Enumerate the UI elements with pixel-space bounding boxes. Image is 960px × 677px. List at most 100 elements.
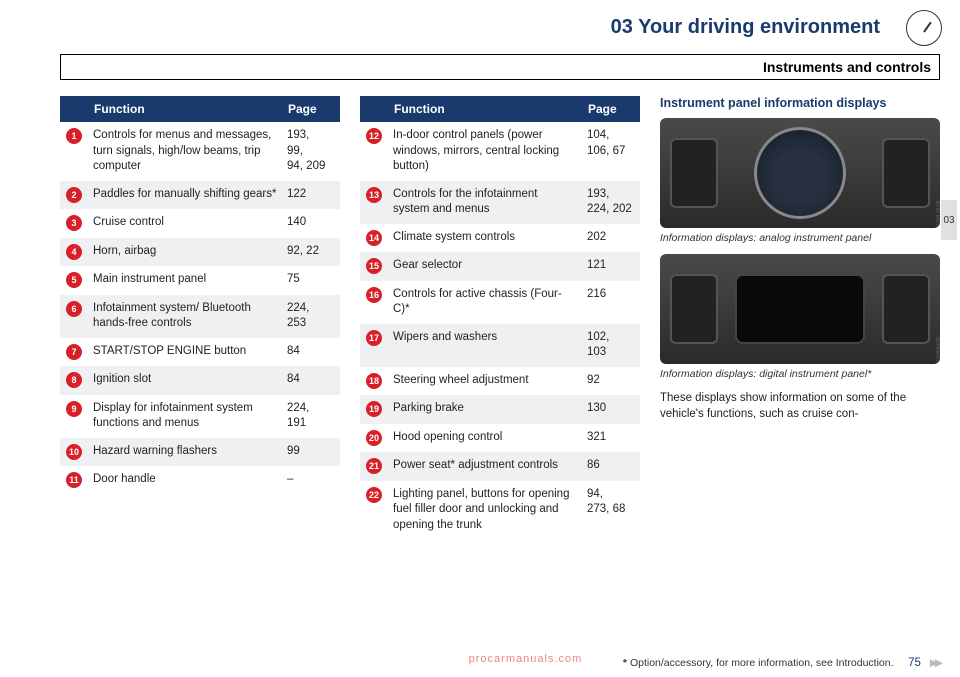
table-row: 4 Horn, airbag92, 22 (60, 238, 340, 267)
function-table-2: Function Page 12 In-door control panels (… (360, 96, 640, 539)
digital-display (735, 274, 865, 344)
function-cell: In-door control panels (power windows, m… (388, 122, 582, 181)
page-cell: 84 (282, 338, 340, 367)
page-cell: 75 (282, 266, 340, 295)
number-bullet: 4 (66, 244, 82, 260)
function-cell: Hazard warning flashers (88, 438, 282, 467)
page-cell: 121 (582, 252, 640, 281)
page-cell: 202 (582, 224, 640, 253)
section-box: Instruments and controls (60, 54, 940, 80)
page-cell: 92, 22 (282, 238, 340, 267)
page-cell: 224, 253 (282, 295, 340, 338)
page-cell: 99 (282, 438, 340, 467)
table-row: 5Main instrument panel75 (60, 266, 340, 295)
number-bullet: 17 (366, 330, 382, 346)
function-cell: Lighting panel, buttons for opening fuel… (388, 481, 582, 540)
function-cell: Gear selector (388, 252, 582, 281)
analog-right-pod (882, 138, 930, 208)
table-row: 9Display for infotainment system functio… (60, 395, 340, 438)
function-cell: Display for infotainment system function… (88, 395, 282, 438)
row-number-cell: 22 (360, 481, 388, 540)
row-number-cell: 20 (360, 424, 388, 453)
table-row: 12 In-door control panels (power windows,… (360, 122, 640, 181)
row-number-cell: 4 (60, 238, 88, 267)
page-cell: 216 (582, 281, 640, 324)
function-cell: Hood opening control (388, 424, 582, 453)
col-right: Instrument panel information displays G0… (660, 96, 940, 637)
col-left: Function Page 1Controls for menus and me… (60, 96, 340, 637)
table-row: 3Cruise control140 (60, 209, 340, 238)
section-title: Instruments and controls (763, 59, 931, 75)
number-bullet: 22 (366, 487, 382, 503)
th-blank (60, 96, 88, 122)
number-bullet: 7 (66, 344, 82, 360)
row-number-cell: 8 (60, 366, 88, 395)
function-cell: Paddles for manually shifting gears* (88, 181, 282, 210)
row-number-cell: 11 (60, 466, 88, 495)
th-function: Function (88, 96, 282, 122)
row-number-cell: 14 (360, 224, 388, 253)
table-row: 13Controls for the infotainment system a… (360, 181, 640, 224)
row-number-cell: 21 (360, 452, 388, 481)
th-blank (360, 96, 388, 122)
row-number-cell: 7 (60, 338, 88, 367)
analog-panel-image: G047979 (660, 118, 940, 228)
page-cell: 86 (582, 452, 640, 481)
table-row: 8 Ignition slot84 (60, 366, 340, 395)
function-cell: Horn, airbag (88, 238, 282, 267)
number-bullet: 21 (366, 458, 382, 474)
row-number-cell: 6 (60, 295, 88, 338)
function-cell: Steering wheel adjustment (388, 367, 582, 396)
table-row: 17 Wipers and washers102, 103 (360, 324, 640, 367)
digital-left-pod (670, 274, 718, 344)
page-cell: 122 (282, 181, 340, 210)
page: 03 Your driving environment Instruments … (0, 0, 960, 677)
table-row: 2 Paddles for manually shifting gears*122 (60, 181, 340, 210)
table-row: 14Climate system controls202 (360, 224, 640, 253)
table-row: 6Infotainment system/ Bluetooth hands-fr… (60, 295, 340, 338)
function-cell: Power seat* adjustment controls (388, 452, 582, 481)
page-cell: – (282, 466, 340, 495)
continue-arrows-icon: ▶▶ (930, 657, 940, 669)
number-bullet: 2 (66, 187, 82, 203)
page-cell: 193, 99, 94, 209 (282, 122, 340, 181)
function-cell: Ignition slot (88, 366, 282, 395)
row-number-cell: 12 (360, 122, 388, 181)
page-cell: 130 (582, 395, 640, 424)
row-number-cell: 2 (60, 181, 88, 210)
row-number-cell: 10 (60, 438, 88, 467)
number-bullet: 20 (366, 430, 382, 446)
function-cell: Door handle (88, 466, 282, 495)
number-bullet: 12 (366, 128, 382, 144)
th-function: Function (388, 96, 582, 122)
function-cell: Wipers and washers (388, 324, 582, 367)
table-row: 7START/STOP ENGINE button84 (60, 338, 340, 367)
th-page: Page (582, 96, 640, 122)
function-cell: Parking brake (388, 395, 582, 424)
img-code-1: G047979 (936, 201, 942, 226)
row-number-cell: 18 (360, 367, 388, 396)
watermark: procarmanuals.com (469, 653, 583, 665)
chapter-title: 03 Your driving environment (60, 16, 940, 39)
caption-analog: Information displays: analog instrument … (660, 232, 940, 244)
row-number-cell: 17 (360, 324, 388, 367)
img-code-2: G048500 (936, 337, 942, 362)
function-cell: Controls for menus and messages, turn si… (88, 122, 282, 181)
page-number: 75 (908, 657, 921, 669)
analog-left-pod (670, 138, 718, 208)
digital-panel-image: G048500 (660, 254, 940, 364)
number-bullet: 15 (366, 258, 382, 274)
row-number-cell: 16 (360, 281, 388, 324)
table-row: 16Controls for active chassis (Four-C)*2… (360, 281, 640, 324)
number-bullet: 5 (66, 272, 82, 288)
row-number-cell: 15 (360, 252, 388, 281)
table-row: 19Parking brake130 (360, 395, 640, 424)
row-number-cell: 13 (360, 181, 388, 224)
page-cell: 102, 103 (582, 324, 640, 367)
number-bullet: 8 (66, 372, 82, 388)
table-row: 21 Power seat* adjustment controls86 (360, 452, 640, 481)
page-cell: 84 (282, 366, 340, 395)
row-number-cell: 19 (360, 395, 388, 424)
function-cell: Infotainment system/ Bluetooth hands-fre… (88, 295, 282, 338)
page-cell: 104, 106, 67 (582, 122, 640, 181)
